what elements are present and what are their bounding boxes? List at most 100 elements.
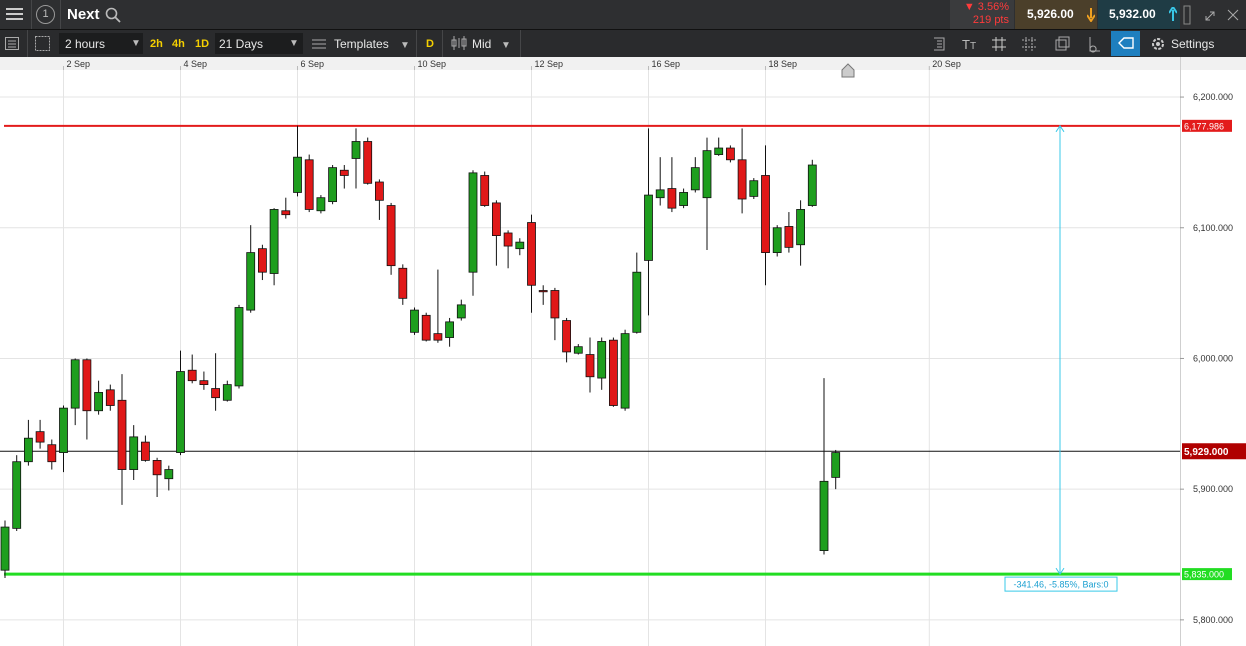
price-tag-label: 5,929.000 [1184,447,1229,458]
list-icon[interactable] [5,37,19,50]
quick-interval[interactable]: 1D [195,38,210,50]
candle-body [246,252,256,311]
price-tag [1182,119,1232,132]
sell-button[interactable]: 5,926.00 [1015,0,1097,29]
price-chart: 2 Sep 4 Sep 6 Sep 10 Sep 12 Sep 16 Sep 18 Sep 2… [0,57,1246,646]
candle-icon [451,36,467,50]
chart-toolbar: 2 hours ▼ 2h 4h 1D 21 Days ▼ Templates ▼… [0,30,1246,58]
settings-button[interactable]: Settings [1171,37,1215,51]
candle-body [176,371,185,453]
candle-body [199,380,209,385]
layout-icon[interactable] [35,36,50,51]
change-percent: ▼ 3.56% [963,1,1009,13]
y-tick-label: 6,000.000 [1193,353,1233,363]
candle-body [644,194,653,261]
instrument-name[interactable]: Next [67,6,100,23]
x-tick-label: 12 Sep [535,59,564,69]
price-tag-label: 6,177.986 [1184,121,1224,131]
candle-body [597,341,607,379]
settings-icon [1152,38,1164,50]
sell-price: 5,926.00 [1027,7,1074,21]
y-tick-label: 6,200.000 [1193,92,1233,102]
candle-body [445,321,455,338]
window-controls[interactable] [1182,4,1246,26]
candle-body [374,181,384,201]
x-tick-label: 18 Sep [769,59,798,69]
candle-body [609,339,618,406]
y-tick-label: 6,100.000 [1193,223,1233,233]
workspace-badge[interactable]: 1 [36,5,55,24]
quick-interval[interactable]: 4h [172,38,185,50]
search-icon[interactable] [105,7,121,23]
candle-body [761,175,770,253]
candle-body [363,141,373,184]
candle-body [410,309,419,333]
x-tick-label: 6 Sep [301,59,325,69]
candle-body [129,436,139,470]
candle-body [47,444,57,463]
candle-body [632,271,642,333]
candle-body [339,169,349,176]
quick-interval[interactable]: 2h [150,38,163,50]
candle-body [819,480,829,551]
price-tag [1182,443,1246,460]
price-type[interactable]: Mid [472,37,492,51]
candle-body [398,267,408,299]
candle-body [737,159,747,200]
candle-body [480,175,490,206]
candle-body [211,388,221,399]
date-axis-background [0,57,1246,70]
candle-body [82,359,92,412]
candle-body [351,141,361,159]
candle-body [70,359,80,409]
daily-toggle[interactable]: D [426,38,434,50]
candle-body [456,304,466,319]
price-tag [1182,568,1232,581]
price-tag-label: 5,835.000 [1184,570,1224,580]
candle-body [515,241,525,250]
candle-body [679,192,688,206]
candle-body [573,346,583,354]
candle-body [269,209,279,274]
candle-body [293,156,302,193]
menu-button[interactable] [6,7,24,22]
candle-body [784,226,794,248]
interval-label: 2 hours [65,37,106,51]
candle-body [714,147,724,155]
candle-body [491,202,501,236]
candle-body [117,399,127,470]
candle-body [105,389,115,406]
templates-icon [312,39,326,49]
candle-body [726,147,735,161]
templates-button[interactable]: Templates [334,37,389,51]
candle-body [667,188,677,209]
x-tick-label: 10 Sep [418,59,447,69]
x-tick-label: 4 Sep [184,59,208,69]
candle-body [527,222,536,286]
candle-body [328,167,338,203]
measure-label: -341.46, -5.85%, Bars:0 [1013,580,1108,590]
range-select[interactable]: 21 Days ▼ [215,33,303,54]
candle-body [164,469,174,480]
candle-body [655,189,665,199]
y-tick-label: 5,800.000 [1193,615,1233,625]
candle-body [585,354,595,378]
buy-button[interactable]: 5,932.00 [1098,0,1180,29]
active-tool[interactable] [1111,31,1140,56]
candle-body [749,180,759,197]
candle-body [562,320,571,353]
candle-body [796,209,805,246]
candle-body [620,333,630,409]
candle-body [35,431,45,443]
x-tick-label: 20 Sep [932,59,961,69]
candle-body [421,314,431,341]
interval-select[interactable]: 2 hours ▼ [59,33,143,54]
change-box: ▼ 3.56% 219 pts [950,0,1014,29]
candle-body [316,197,326,212]
candle-body [690,167,700,191]
candle-body [807,164,817,206]
candle-body [234,307,244,387]
svg-text:T: T [962,37,970,52]
